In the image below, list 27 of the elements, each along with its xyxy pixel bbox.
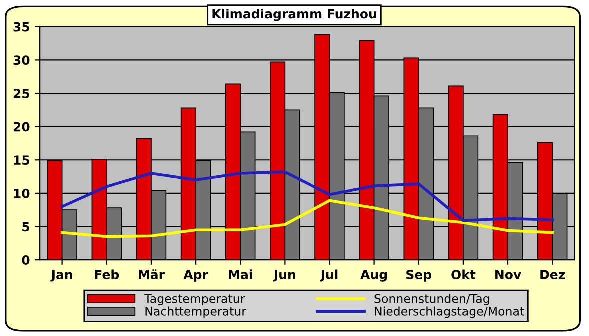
x-tick-label: Sep [406,270,432,282]
x-tick-label: Apr [184,270,208,282]
x-tick-label: Mär [139,270,165,280]
y-tick-label: 25 [14,88,30,98]
x-tick-label: Jul [320,270,338,282]
x-tick-label: Dez [540,270,566,280]
legend-label: Tagestemperatur [144,294,246,306]
y-tick-label: 0 [22,256,30,265]
x-tick-label: Nov [496,270,522,280]
y-tick-label: 15 [14,156,30,166]
x-tick-label: Feb [95,270,120,280]
x-tick-label: Okt [452,270,476,280]
y-tick-label: 20 [14,122,30,132]
x-tick-label: Jun [273,270,296,282]
x-tick-label: Mai [229,270,252,280]
x-tick-label: Aug [360,270,388,282]
y-tick-label: 30 [14,56,30,66]
x-tick-label: Jan [50,270,72,282]
y-tick-label: 10 [14,188,30,198]
legend-label: Sonnenstunden/Tag [374,294,490,306]
line-series [60,199,554,238]
line-series [60,170,554,222]
y-tick-label: 35 [14,22,30,32]
legend-label: Nachttemperatur [146,306,246,318]
y-tick-label: 5 [22,222,30,232]
legend-label: Niederschlagstage/Monat [375,306,524,318]
chart-title: Klimadiagramm Fuzhou [212,9,376,22]
